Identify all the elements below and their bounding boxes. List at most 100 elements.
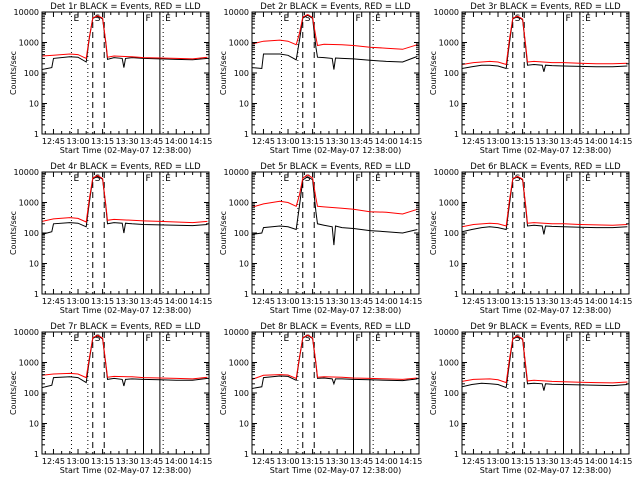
plot-frame	[461, 171, 630, 295]
x-axis-label: Start Time (02-May-07 12:38:00)	[270, 466, 401, 475]
x-tick-label: 12:45	[42, 137, 65, 146]
y-tick-label: 10000	[14, 328, 39, 337]
x-tick-label: 13:45	[350, 137, 373, 146]
y-tick-label: 10000	[224, 168, 249, 177]
events-series-line	[462, 176, 628, 235]
x-axis-label: Start Time (02-May-07 12:38:00)	[480, 146, 611, 155]
y-tick-label: 10	[29, 100, 39, 109]
marker-label: E	[283, 14, 289, 24]
y-tick-label: 10	[29, 260, 39, 269]
x-tick-label: 13:45	[560, 457, 583, 466]
x-tick-label: 12:45	[252, 457, 275, 466]
y-tick-label: 1	[34, 130, 39, 139]
y-axis-label: Counts/sec	[219, 371, 228, 415]
x-tick-label: 13:00	[486, 297, 509, 306]
plot-frame	[41, 171, 210, 295]
plot-frame	[41, 11, 210, 135]
detector-panel-3: S F E 1 10 100 1000 10000 12:45 13:00 13:15 13:30 13…	[429, 2, 632, 155]
plot-frame	[461, 331, 630, 455]
panel-title: Det 2r BLACK = Events, RED = LLD	[260, 2, 411, 12]
y-tick-label: 10	[449, 260, 459, 269]
y-tick-label: 100	[24, 389, 39, 398]
x-tick-label: 13:45	[350, 297, 373, 306]
x-tick-label: 13:15	[511, 297, 534, 306]
x-axis-label: Start Time (02-May-07 12:38:00)	[60, 466, 191, 475]
marker-label: E	[283, 174, 289, 184]
y-tick-label: 1000	[439, 359, 459, 368]
y-tick-label: 10	[239, 260, 249, 269]
y-tick-label: 1000	[229, 359, 249, 368]
y-tick-label: 10000	[14, 168, 39, 177]
marker-label: S	[95, 334, 101, 344]
y-tick-label: 10000	[434, 8, 459, 17]
panel-title: Det 5r BLACK = Events, RED = LLD	[260, 162, 411, 172]
marker-label: S	[95, 174, 101, 184]
y-axis-label: Counts/sec	[219, 51, 228, 95]
panel-title: Det 8r BLACK = Events, RED = LLD	[260, 322, 411, 332]
x-tick-label: 13:00	[276, 297, 299, 306]
x-tick-label: 13:30	[116, 297, 139, 306]
x-tick-label: 14:15	[399, 297, 422, 306]
x-tick-label: 13:30	[536, 297, 559, 306]
x-axis-label: Start Time (02-May-07 12:38:00)	[270, 146, 401, 155]
x-tick-label: 13:00	[276, 457, 299, 466]
y-tick-label: 1	[244, 290, 249, 299]
x-tick-label: 13:00	[276, 137, 299, 146]
x-tick-label: 13:30	[116, 457, 139, 466]
x-tick-label: 13:45	[140, 457, 163, 466]
x-tick-label: 14:15	[399, 457, 422, 466]
marker-label: E	[375, 14, 381, 24]
x-tick-label: 14:00	[165, 297, 188, 306]
marker-label: E	[73, 334, 79, 344]
plot-frame	[251, 171, 420, 295]
marker-label: F	[566, 334, 571, 344]
x-tick-label: 12:45	[42, 457, 65, 466]
y-tick-label: 1	[244, 450, 249, 459]
y-tick-label: 100	[444, 69, 459, 78]
lld-series-line	[42, 15, 208, 60]
panel-title: Det 3r BLACK = Events, RED = LLD	[470, 2, 621, 12]
x-axis-label: Start Time (02-May-07 12:38:00)	[480, 466, 611, 475]
lld-series-line	[462, 335, 628, 384]
marker-label: S	[305, 334, 311, 344]
marker-label: E	[585, 334, 591, 344]
y-tick-label: 100	[24, 69, 39, 78]
marker-label: E	[585, 14, 591, 24]
y-tick-label: 10000	[434, 328, 459, 337]
y-tick-label: 100	[444, 229, 459, 238]
detector-panel-6: S F E 1 10 100 1000 10000 12:45 13:00 13:15 13:30 13…	[429, 162, 632, 315]
marker-label: F	[566, 14, 571, 24]
x-tick-label: 14:15	[609, 297, 632, 306]
events-series-line	[252, 176, 418, 246]
x-tick-label: 13:00	[66, 137, 89, 146]
x-tick-label: 14:00	[585, 457, 608, 466]
y-axis-label: Counts/sec	[9, 51, 18, 95]
x-tick-label: 12:45	[462, 137, 485, 146]
x-tick-label: 13:30	[536, 137, 559, 146]
y-tick-label: 1	[244, 130, 249, 139]
lld-series-line	[252, 334, 418, 380]
lld-series-line	[462, 15, 628, 66]
y-tick-label: 100	[444, 389, 459, 398]
x-axis-label: Start Time (02-May-07 12:38:00)	[60, 146, 191, 155]
x-tick-label: 13:15	[301, 457, 324, 466]
marker-label: E	[73, 14, 79, 24]
marker-label: E	[375, 334, 381, 344]
marker-label: S	[305, 14, 311, 24]
y-tick-label: 1000	[19, 359, 39, 368]
panel-title: Det 6r BLACK = Events, RED = LLD	[470, 162, 621, 172]
marker-label: S	[305, 174, 311, 184]
marker-label: F	[356, 14, 361, 24]
y-tick-label: 1	[34, 450, 39, 459]
y-tick-label: 100	[234, 229, 249, 238]
x-tick-label: 14:15	[189, 297, 212, 306]
y-axis-label: Counts/sec	[9, 371, 18, 415]
marker-label: S	[515, 14, 521, 24]
x-tick-label: 14:00	[165, 457, 188, 466]
marker-label: F	[356, 334, 361, 344]
x-axis-label: Start Time (02-May-07 12:38:00)	[60, 306, 191, 315]
marker-label: S	[515, 334, 521, 344]
